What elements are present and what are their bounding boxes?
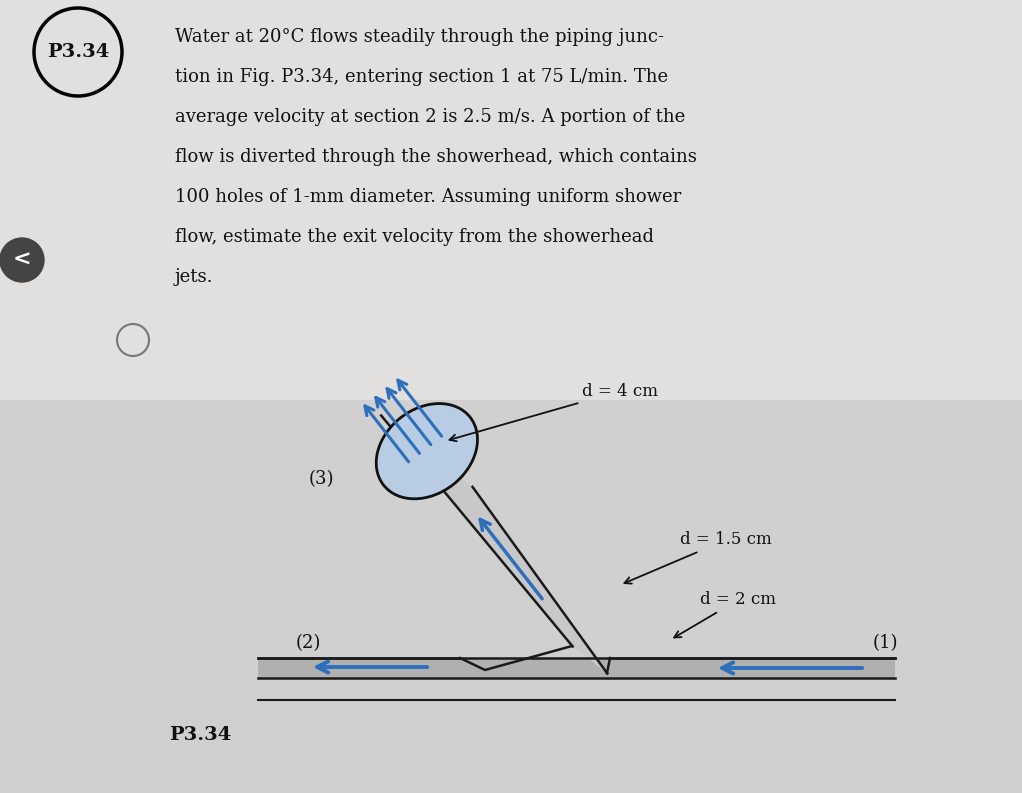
Text: d = 2 cm: d = 2 cm — [675, 592, 776, 638]
Text: flow, estimate the exit velocity from the showerhead: flow, estimate the exit velocity from th… — [175, 228, 654, 246]
Bar — [258, 658, 895, 678]
Bar — [0, 0, 1022, 400]
Text: (2): (2) — [295, 634, 321, 652]
Text: P3.34: P3.34 — [169, 726, 231, 744]
Text: (1): (1) — [872, 634, 897, 652]
Circle shape — [0, 238, 44, 282]
Text: tion in Fig. P3.34, entering section 1 at 75 L/min. The: tion in Fig. P3.34, entering section 1 a… — [175, 68, 668, 86]
Text: jets.: jets. — [175, 268, 214, 286]
Text: Water at 20°C flows steadily through the piping junc-: Water at 20°C flows steadily through the… — [175, 28, 664, 46]
Text: d = 1.5 cm: d = 1.5 cm — [624, 531, 772, 584]
Text: 100 holes of 1-mm diameter. Assuming uniform shower: 100 holes of 1-mm diameter. Assuming uni… — [175, 188, 682, 206]
Polygon shape — [381, 416, 607, 673]
Text: <: < — [12, 250, 32, 270]
Text: flow is diverted through the showerhead, which contains: flow is diverted through the showerhead,… — [175, 148, 697, 166]
Text: d = 4 cm: d = 4 cm — [450, 383, 658, 441]
Text: P3.34: P3.34 — [47, 43, 109, 61]
Ellipse shape — [376, 404, 477, 499]
Text: average velocity at section 2 is 2.5 m/s. A portion of the: average velocity at section 2 is 2.5 m/s… — [175, 108, 685, 126]
Text: (3): (3) — [309, 470, 334, 488]
